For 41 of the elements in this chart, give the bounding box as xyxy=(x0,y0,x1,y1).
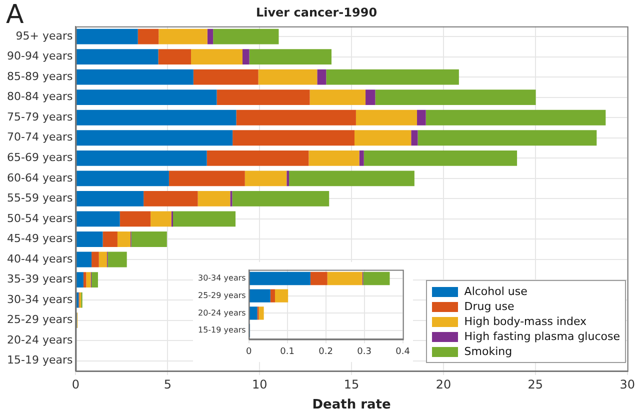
y-tick-label: 45-49 years xyxy=(6,232,73,246)
y-tick-label: 95+ years xyxy=(16,29,73,42)
y-tick-label: 70-74 years xyxy=(6,130,73,144)
y-tick-label: 20-24 years xyxy=(198,308,246,318)
y-tick-label: 30-34 years xyxy=(6,292,73,306)
y-tick-label: 60-64 years xyxy=(6,171,73,184)
legend-label: Smoking xyxy=(464,345,512,358)
y-tick-label: 15-19 years xyxy=(198,326,246,335)
y-tick-label: 40-44 years xyxy=(6,252,73,266)
x-tick-label: 30 xyxy=(620,377,636,392)
legend-label: Alcohol use xyxy=(464,285,528,298)
x-tick-label: 25 xyxy=(528,377,544,392)
y-tick-label: 50-54 years xyxy=(6,212,73,225)
x-axis-title: Death rate xyxy=(312,398,392,413)
chart-title: Liver cancer-1990 xyxy=(256,5,378,20)
x-tick-label: 0 xyxy=(246,346,252,357)
x-tick-label: 0.2 xyxy=(318,346,333,357)
y-tick-label: 55-59 years xyxy=(6,192,73,205)
x-tick-label: 0 xyxy=(72,377,80,392)
y-tick-label: 35-39 years xyxy=(6,272,73,286)
x-tick-label: 15 xyxy=(344,377,360,392)
text: A xyxy=(6,0,24,30)
x-tick-label: 0.4 xyxy=(396,346,410,357)
y-tick-label: 25-29 years xyxy=(198,290,246,300)
legend-label: High body-mass index xyxy=(464,315,587,328)
y-tick-label: 75-79 years xyxy=(6,110,73,124)
legend-label: Drug use xyxy=(464,300,514,313)
x-tick-label: 10 xyxy=(252,377,268,392)
x-tick-label: 20 xyxy=(436,377,452,392)
y-tick-label: 15-19 years xyxy=(6,354,73,367)
x-tick-label: 0.3 xyxy=(357,346,372,357)
y-tick-label: 20-24 years xyxy=(6,333,73,346)
x-tick-label: 5 xyxy=(164,377,172,392)
y-tick-label: 30-34 years xyxy=(198,274,246,283)
x-tick-label: 0.1 xyxy=(280,346,294,357)
y-tick-label: 85-89 years xyxy=(6,70,73,83)
y-tick-label: 80-84 years xyxy=(6,90,73,104)
y-tick-label: 25-29 years xyxy=(6,313,73,326)
y-tick-label: 65-69 years xyxy=(6,151,73,164)
y-tick-label: 90-94 years xyxy=(6,50,73,63)
legend-label: High fasting plasma glucose xyxy=(464,330,620,343)
